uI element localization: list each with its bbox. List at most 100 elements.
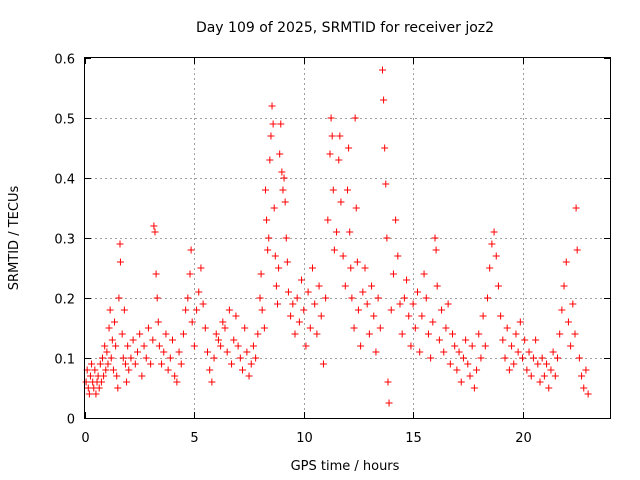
data-point [245, 372, 253, 380]
data-point [543, 360, 551, 368]
data-point [175, 348, 183, 356]
data-point [368, 282, 376, 290]
data-point [330, 246, 338, 254]
data-point [345, 144, 353, 152]
data-point [243, 348, 251, 356]
data-point [384, 378, 392, 386]
data-point [268, 102, 276, 110]
data-point [422, 294, 430, 302]
data-point [352, 204, 360, 212]
data-point [313, 330, 321, 338]
data-point [560, 282, 568, 290]
data-point [82, 378, 90, 386]
ticks-layer: 0 0.1 0.2 0.3 0.4 0.5 0.6 0 5 10 15 20 [54, 53, 610, 446]
data-point [115, 294, 123, 302]
data-point [271, 252, 279, 260]
data-point [462, 336, 470, 344]
y-tick-label: 0.4 [54, 173, 75, 188]
data-point [113, 372, 121, 380]
data-point [346, 228, 354, 236]
data-point [162, 330, 170, 338]
data-point [453, 366, 461, 374]
data-point [353, 258, 361, 266]
data-point [525, 348, 533, 356]
data-point [420, 270, 428, 278]
data-point [239, 366, 246, 374]
data-point [236, 354, 244, 362]
data-point [339, 252, 347, 260]
data-point [505, 366, 513, 374]
data-point [277, 120, 285, 128]
data-point [547, 366, 555, 374]
x-axis-title: GPS time / hours [291, 459, 400, 474]
data-point [359, 288, 367, 296]
data-point [383, 234, 391, 242]
data-point [123, 378, 131, 386]
data-point [298, 276, 306, 284]
data-point [187, 246, 195, 254]
data-point [432, 246, 440, 254]
data-point [217, 342, 225, 350]
data-point [258, 306, 266, 314]
data-point [208, 378, 216, 386]
data-point [429, 318, 437, 326]
data-point [101, 342, 109, 350]
data-point [499, 336, 507, 344]
data-point [556, 330, 564, 338]
data-point [104, 360, 112, 368]
data-point [385, 399, 393, 407]
data-point [431, 234, 439, 242]
data-point [584, 390, 592, 398]
data-point [219, 318, 227, 326]
data-point [264, 246, 272, 254]
data-point [365, 330, 373, 338]
data-point [440, 348, 448, 356]
data-point [344, 186, 351, 194]
data-point [459, 354, 467, 362]
data-point [379, 66, 386, 74]
data-point [92, 390, 100, 398]
data-point [107, 354, 115, 362]
data-point [249, 342, 257, 350]
data-point [131, 360, 139, 368]
data-point [473, 366, 481, 374]
data-point [184, 294, 192, 302]
data-point [212, 330, 220, 338]
data-point [538, 354, 546, 362]
data-point [269, 120, 277, 128]
data-point [418, 312, 426, 320]
data-point [230, 336, 238, 344]
data-point [484, 294, 491, 302]
data-point [282, 234, 290, 242]
data-point [380, 96, 388, 104]
data-point [374, 294, 382, 302]
data-point [354, 306, 362, 314]
data-point [102, 366, 110, 374]
data-point [95, 384, 103, 392]
data-point [575, 354, 583, 362]
data-point [193, 306, 201, 314]
data-point [147, 360, 155, 368]
data-point [274, 300, 281, 308]
data-point [169, 336, 176, 344]
data-point [309, 264, 316, 272]
data-point [311, 300, 319, 308]
data-point [149, 336, 157, 344]
data-point [118, 330, 126, 338]
data-point [488, 240, 496, 248]
data-point [206, 366, 214, 374]
data-point [405, 312, 413, 320]
data-point [494, 282, 502, 290]
data-point [140, 342, 148, 350]
data-point [119, 354, 127, 362]
data-point [455, 348, 463, 356]
data-point [260, 324, 268, 332]
data-point [322, 294, 330, 302]
x-tick-label: 10 [296, 431, 313, 446]
data-point [287, 312, 295, 320]
data-point [551, 372, 559, 380]
data-point [138, 372, 146, 380]
x-tick-label: 5 [190, 431, 198, 446]
data-point [475, 330, 483, 338]
